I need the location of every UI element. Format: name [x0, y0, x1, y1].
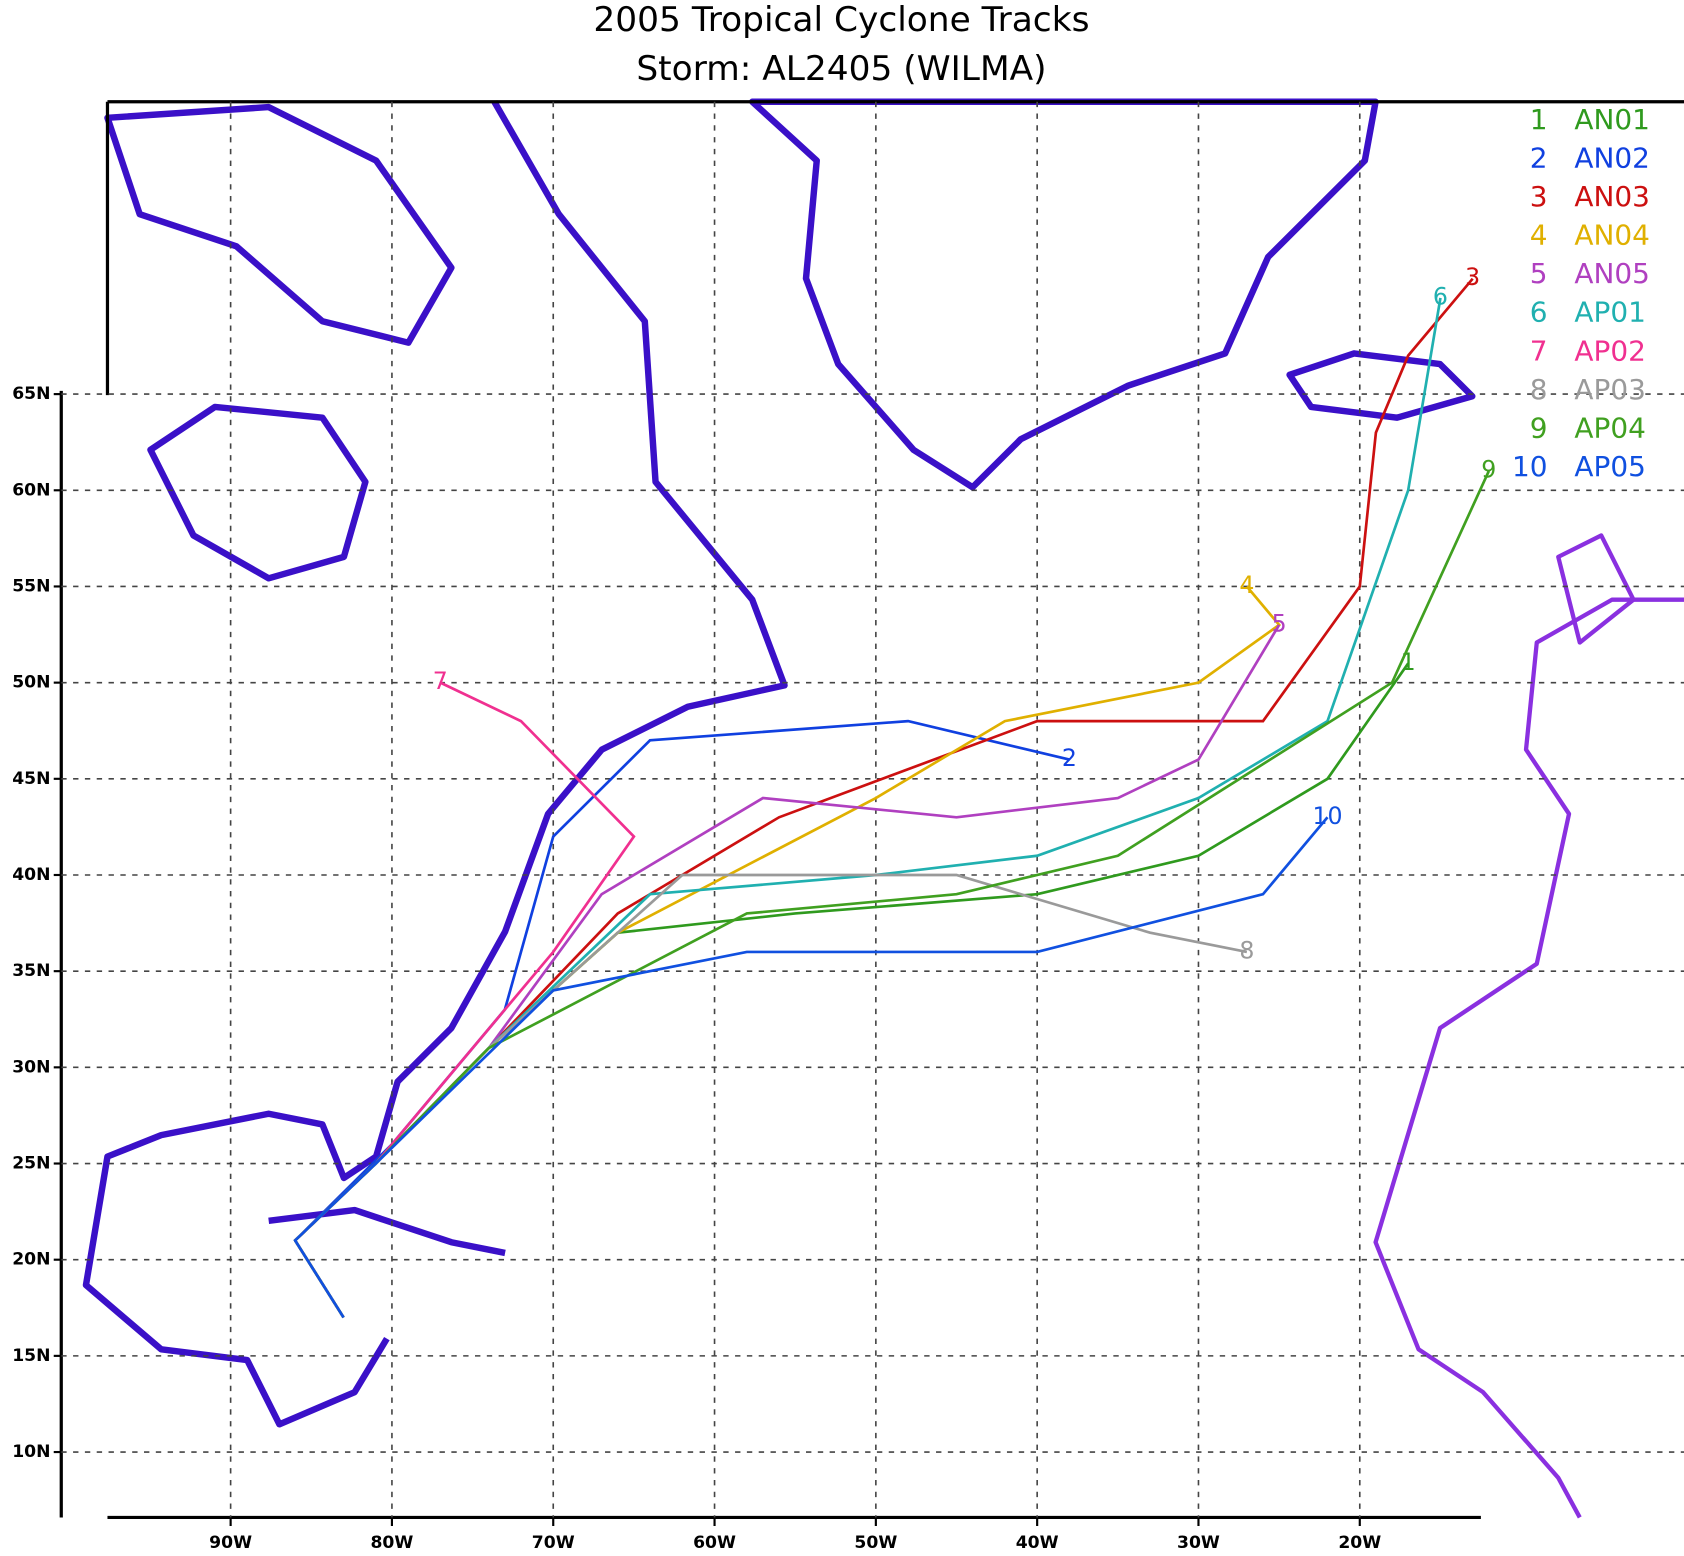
- cuba: [268, 1206, 506, 1257]
- x-tick-label: 20W: [1338, 1533, 1381, 1553]
- legend-number: 6: [1530, 296, 1548, 329]
- british-isles: [1556, 533, 1636, 645]
- track-label: 2: [1062, 744, 1077, 772]
- legend-number: 2: [1530, 142, 1548, 175]
- x-tick-label: 80W: [370, 1533, 413, 1553]
- track: [293, 470, 1491, 1319]
- hudson-bay: [147, 403, 369, 582]
- y-tick-label: 15N: [12, 1346, 50, 1366]
- track-label: 10: [1312, 802, 1342, 830]
- north-america-coast: [82, 100, 788, 1428]
- track-label: 7: [433, 667, 448, 695]
- legend-number: 4: [1530, 219, 1548, 252]
- y-tick-label: 20N: [12, 1250, 50, 1270]
- map-subtitle: Storm: AL2405 (WILMA): [636, 49, 1046, 89]
- track: [293, 873, 1248, 1319]
- y-tick-label: 45N: [12, 769, 50, 789]
- x-tick-label: 40W: [1016, 1533, 1059, 1553]
- legend-name: AP04: [1574, 411, 1645, 444]
- arctic-islands: [104, 103, 455, 346]
- y-tick-label: 50N: [12, 673, 50, 693]
- y-tick-label: 10N: [12, 1442, 50, 1462]
- track-label: 8: [1239, 936, 1254, 964]
- y-tick-label: 65N: [12, 384, 50, 404]
- x-tick-label: 50W: [854, 1533, 897, 1553]
- legend-number: 5: [1530, 257, 1548, 290]
- y-tick-label: 25N: [12, 1154, 50, 1174]
- x-tick-label: 90W: [209, 1533, 252, 1553]
- legend-number: 3: [1530, 180, 1548, 213]
- y-tick-label: 40N: [12, 865, 50, 885]
- track: [293, 662, 1410, 1319]
- legend-name: AP01: [1574, 296, 1645, 329]
- y-tick-label: 60N: [12, 480, 50, 500]
- track: [293, 816, 1329, 1319]
- legend-number: 9: [1530, 411, 1548, 444]
- legend-name: AN04: [1574, 219, 1650, 252]
- legend-name: AP05: [1574, 450, 1645, 483]
- legend-name: AN05: [1574, 257, 1650, 290]
- x-tick-label: 30W: [1177, 1533, 1220, 1553]
- track-label: 4: [1239, 571, 1254, 599]
- x-tick-label: 70W: [532, 1533, 575, 1553]
- legend-name: AP03: [1574, 373, 1645, 406]
- legend-number: 10: [1512, 450, 1548, 483]
- legend-name: AN03: [1574, 180, 1650, 213]
- track-label: 5: [1272, 609, 1287, 637]
- legend-number: 1: [1530, 103, 1548, 136]
- y-tick-label: 55N: [12, 576, 50, 596]
- y-tick-label: 30N: [12, 1057, 50, 1077]
- legend-name: AN01: [1574, 103, 1650, 136]
- legend-name: AP02: [1574, 334, 1645, 367]
- y-tick-label: 35N: [12, 961, 50, 981]
- greenland: [749, 98, 1379, 491]
- track-label: 3: [1465, 263, 1480, 291]
- coastlines: [82, 98, 1684, 1519]
- legend-name: AN02: [1574, 142, 1650, 175]
- legend-number: 7: [1530, 334, 1548, 367]
- track-label: 6: [1433, 282, 1448, 310]
- europe-africa-coast: [1373, 597, 1684, 1519]
- legend-number: 8: [1530, 373, 1548, 406]
- track-label: 9: [1481, 456, 1496, 484]
- map-title: 2005 Tropical Cyclone Tracks: [593, 0, 1089, 40]
- iceland: [1286, 350, 1476, 421]
- x-tick-label: 60W: [693, 1533, 736, 1553]
